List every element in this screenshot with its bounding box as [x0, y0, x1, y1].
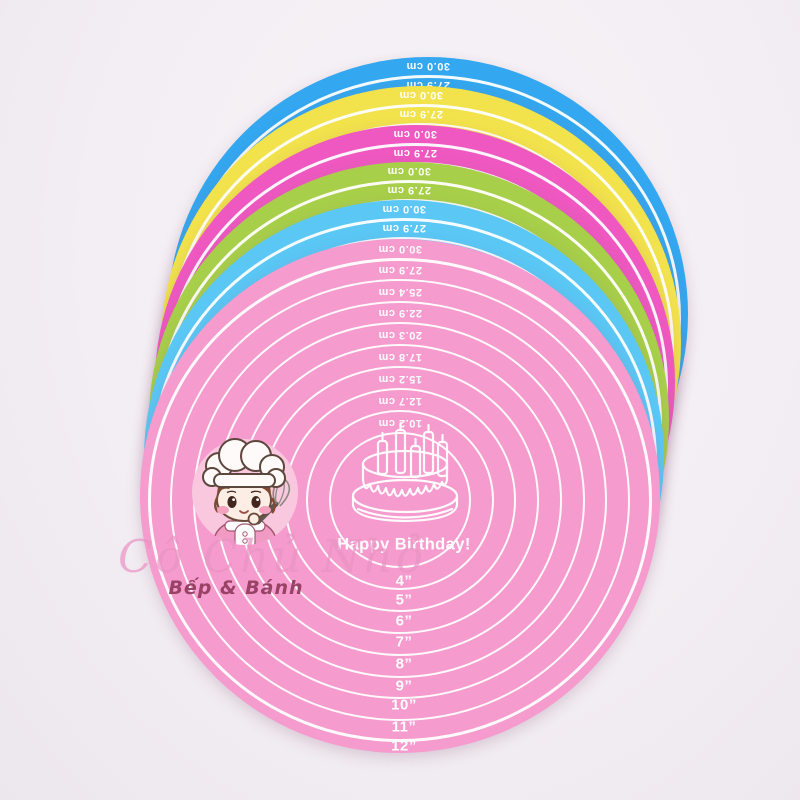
- inch-size-label: 7”: [395, 633, 413, 651]
- cm-size-label: 12.7 cm: [378, 395, 422, 407]
- cm-size-label: 17.8 cm: [378, 351, 422, 363]
- inch-size-label: 9”: [395, 677, 413, 695]
- cm-size-label: 15.2 cm: [378, 373, 422, 385]
- cm-size-label: 30.0 cm: [406, 60, 450, 72]
- cm-size-label: 27.9 cm: [393, 147, 437, 159]
- measurement-ring: [329, 432, 471, 568]
- cm-size-label: 27.9 cm: [382, 222, 426, 234]
- measurement-ring: [306, 410, 494, 590]
- inch-size-label: 10”: [391, 696, 417, 714]
- cm-size-label: 27.9 cm: [387, 184, 431, 196]
- cm-size-label: 20.3 cm: [378, 329, 422, 341]
- cm-size-label: 30.0 cm: [387, 165, 431, 177]
- measurement-ring: [170, 279, 630, 721]
- inch-size-label: 6”: [395, 612, 413, 630]
- cm-size-label: 27.9 cm: [399, 108, 443, 120]
- cm-size-label: 30.0 cm: [378, 243, 422, 255]
- cm-size-label: 10.2 cm: [378, 417, 422, 429]
- cm-size-label: 30.0 cm: [393, 128, 437, 140]
- pastry-mat-pink: 30.0 cm 12” 27.9 cm 11” 25.4 cm 10” 22.9 cm 9” 2…: [140, 239, 660, 753]
- cm-size-label: 30.0 cm: [382, 203, 426, 215]
- inch-size-label: 12”: [391, 737, 417, 754]
- cm-size-label: 22.9 cm: [378, 307, 422, 319]
- inch-size-label: 5”: [395, 591, 413, 609]
- cm-size-label: 27.9 cm: [378, 264, 422, 276]
- inch-size-label: 4”: [395, 572, 413, 590]
- inch-size-label: 8”: [395, 655, 413, 673]
- cm-size-label: 25.4 cm: [378, 286, 422, 298]
- measurement-ring: [148, 258, 652, 742]
- inch-size-label: 11”: [391, 718, 417, 736]
- cm-size-label: 30.0 cm: [399, 89, 443, 101]
